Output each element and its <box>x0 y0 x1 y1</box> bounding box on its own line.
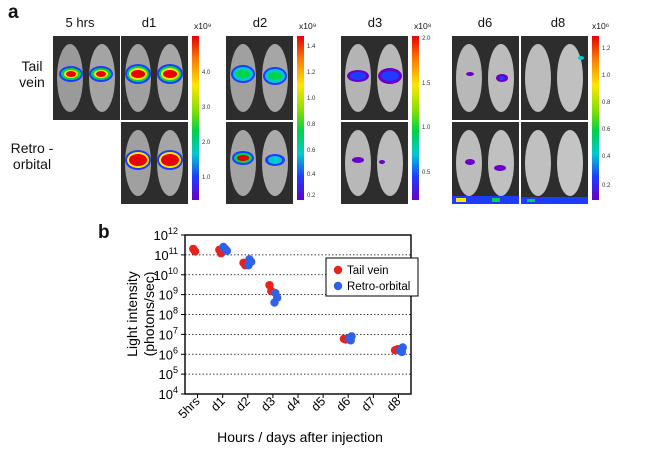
data-point-retro-orbital <box>397 347 407 357</box>
scale-tick: 3.0 <box>202 105 211 111</box>
scale-tick: 0.4 <box>307 172 316 178</box>
x-tick-label: d8 <box>384 394 404 414</box>
scale-tick: 1.0 <box>202 175 211 181</box>
image-tail-vein-d2 <box>226 36 293 120</box>
image-tail-vein-d3 <box>341 36 408 120</box>
data-point-retro-orbital <box>346 336 355 345</box>
legend-label-retro-orbital: Retro-orbital <box>347 281 410 293</box>
legend: Tail vein Retro-orbital <box>325 257 419 297</box>
data-point-retro-orbital <box>270 298 279 307</box>
scale-tick: 1.5 <box>422 81 431 87</box>
y-tick-label: 104 <box>159 385 178 402</box>
scale-tick: 1.0 <box>307 96 316 102</box>
x-tick-label: d3 <box>258 394 278 414</box>
scale-tick: 4.0 <box>202 70 211 76</box>
legend-box <box>325 257 419 297</box>
scale-exponent-2: x10⁹ <box>299 21 317 31</box>
y-tick-label: 109 <box>159 286 178 303</box>
legend-marker-retro-orbital <box>333 281 343 291</box>
x-axis-ticks: 5hrs d1 d2 d3 d4 d5 d6 d7 d8 <box>176 394 404 421</box>
color-scale-bar-1 <box>192 36 199 200</box>
color-scale-bar-4 <box>592 36 599 200</box>
col-label-d8: d8 <box>550 15 566 30</box>
col-label-d2: d2 <box>252 15 268 30</box>
x-tick-label: d1 <box>208 394 228 414</box>
x-tick-label: d7 <box>359 394 379 414</box>
scale-exponent-4: x10⁶ <box>592 21 610 31</box>
data-point-tail-vein <box>190 247 200 256</box>
scale-tick: 0.2 <box>307 193 316 199</box>
y-tick-label: 107 <box>159 325 178 342</box>
y-tick-label: 1010 <box>154 266 178 283</box>
y-axis-label-line2: (photons/sec) <box>141 272 157 357</box>
y-tick-label: 108 <box>159 306 178 323</box>
scale-tick: 2.0 <box>422 36 431 42</box>
image-tail-vein-d1 <box>121 36 188 120</box>
scale-tick: 0.5 <box>422 170 431 176</box>
col-label-d6: d6 <box>477 15 493 30</box>
scale-exponent-3: x10⁸ <box>414 21 432 31</box>
data-points <box>189 242 407 357</box>
scale-tick: 0.6 <box>307 148 316 154</box>
x-tick-label: d2 <box>233 394 253 414</box>
row-label-retro-orbital: Retro - orbital <box>10 140 54 172</box>
chart-gridlines <box>185 254 411 375</box>
scale-exponent-1: x10⁹ <box>194 21 212 31</box>
col-label-5hrs: 5 hrs <box>65 15 95 30</box>
y-tick-label: 1011 <box>154 246 178 263</box>
scale-tick: 1.2 <box>602 46 611 52</box>
scale-tick: 1.2 <box>307 70 316 76</box>
image-retro-orbital-d3 <box>341 122 408 204</box>
y-axis-ticks: 104 105 106 107 108 109 1010 1011 1012 <box>154 226 185 402</box>
y-tick-label: 1012 <box>154 226 178 243</box>
x-tick-label: d4 <box>283 394 303 414</box>
col-label-d3: d3 <box>367 15 383 30</box>
legend-label-tail-vein: Tail vein <box>347 265 389 277</box>
x-axis-label: Hours / days after injection <box>217 429 383 445</box>
image-retro-orbital-d6 <box>452 122 519 204</box>
scale-tick: 0.4 <box>602 154 611 160</box>
y-tick-label: 105 <box>159 365 178 382</box>
x-tick-label: 5hrs <box>176 394 203 421</box>
scale-tick: 0.8 <box>307 122 316 128</box>
panel-a-letter: a <box>8 2 19 23</box>
row-label-tail-vein: Tail vein <box>19 58 45 90</box>
scale-tick: 1.0 <box>602 73 611 79</box>
image-retro-orbital-d1 <box>121 122 188 204</box>
y-tick-label: 106 <box>159 345 178 362</box>
image-retro-orbital-d8 <box>521 122 588 204</box>
scale-tick: 2.0 <box>202 140 211 146</box>
panel-b-letter: b <box>98 222 110 243</box>
image-tail-vein-5hrs <box>53 36 120 120</box>
data-point-retro-orbital <box>244 261 253 270</box>
scale-tick: 0.6 <box>602 127 611 133</box>
data-point-retro-orbital <box>222 246 232 256</box>
image-tail-vein-d8 <box>521 36 588 120</box>
scale-tick: 1.0 <box>422 125 431 131</box>
x-tick-label: d6 <box>334 394 354 414</box>
y-axis-label-line1: Light intensity <box>124 271 140 357</box>
x-tick-label: d5 <box>308 394 328 414</box>
scale-tick: 0.8 <box>602 100 611 106</box>
image-tail-vein-d6 <box>452 36 519 120</box>
scale-tick: 1.4 <box>307 44 316 50</box>
image-retro-orbital-d2 <box>226 122 293 204</box>
col-label-d1: d1 <box>141 15 157 30</box>
color-scale-bar-3 <box>412 36 419 200</box>
color-scale-bar-2 <box>297 36 304 200</box>
legend-marker-tail-vein <box>333 265 343 275</box>
scale-tick: 0.2 <box>602 183 611 189</box>
